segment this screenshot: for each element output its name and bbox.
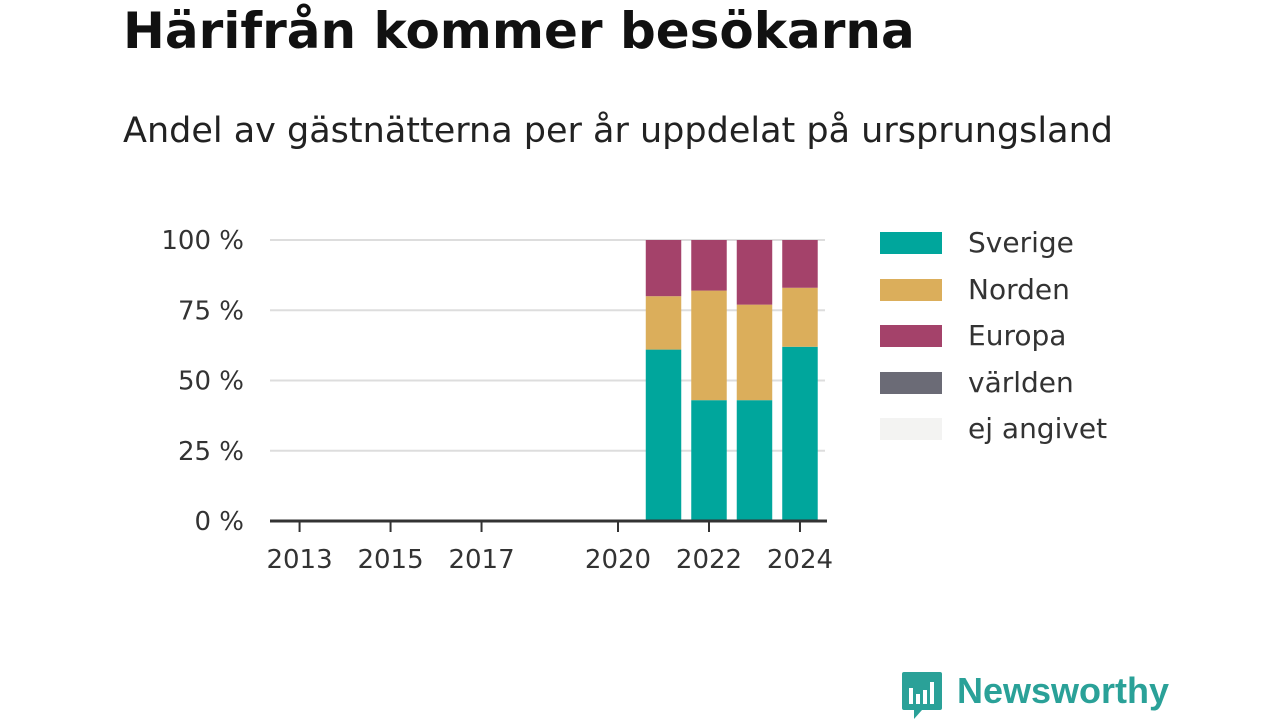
- legend-swatch: [880, 278, 942, 301]
- legend-label: Norden: [968, 272, 1070, 306]
- legend-swatch: [880, 325, 942, 347]
- logo-text: Newsworthy: [957, 670, 1170, 711]
- legend-swatch: [880, 371, 942, 394]
- bar-segment: [691, 400, 727, 521]
- y-tick-label: 75 %: [178, 296, 244, 326]
- x-tick-labels: 2013 2015 2017 2020 2022 2024: [266, 545, 833, 575]
- bar-segment: [782, 240, 818, 288]
- legend-label: Europa: [968, 319, 1067, 352]
- bar-chart-speech-bubble-icon: [902, 672, 942, 719]
- legend-swatch: [880, 418, 942, 440]
- y-tick-label: 50 %: [178, 367, 244, 397]
- bar-segment: [736, 400, 773, 521]
- grid-lines: [270, 239, 825, 452]
- bar-segment: [645, 349, 682, 521]
- bar-stacks: [645, 240, 818, 521]
- bar-segment: [645, 240, 682, 297]
- x-tick-label: 2015: [357, 545, 423, 575]
- legend-label: världen: [968, 365, 1074, 399]
- x-tick-label: 2024: [767, 545, 833, 575]
- y-tick-labels: 0 % 25 % 50 % 75 % 100 %: [161, 226, 244, 537]
- bar-segment: [782, 287, 818, 347]
- y-tick-label: 25 %: [178, 437, 244, 467]
- legend-label: ej angivet: [968, 412, 1108, 445]
- bar-segment: [691, 290, 727, 401]
- bar-segment: [736, 304, 773, 401]
- x-tick-label: 2022: [676, 545, 742, 575]
- bar-segment: [736, 240, 773, 305]
- x-tick-label: 2020: [585, 545, 651, 575]
- legend-label: Sverige: [968, 226, 1074, 259]
- x-tick-label: 2013: [266, 545, 332, 575]
- page-subtitle: Andel av gästnätterna per år uppdelat på…: [123, 111, 1113, 151]
- y-tick-label: 100 %: [161, 226, 244, 256]
- x-axis: [270, 519, 827, 532]
- bar-segment: [645, 296, 682, 350]
- bar-segment: [691, 240, 727, 291]
- x-tick-label: 2017: [448, 545, 514, 575]
- page-title: Härifrån kommer besökarna: [123, 2, 915, 60]
- bar-segment: [782, 346, 818, 521]
- y-tick-label: 0 %: [194, 507, 244, 537]
- legend-swatch: [880, 232, 942, 254]
